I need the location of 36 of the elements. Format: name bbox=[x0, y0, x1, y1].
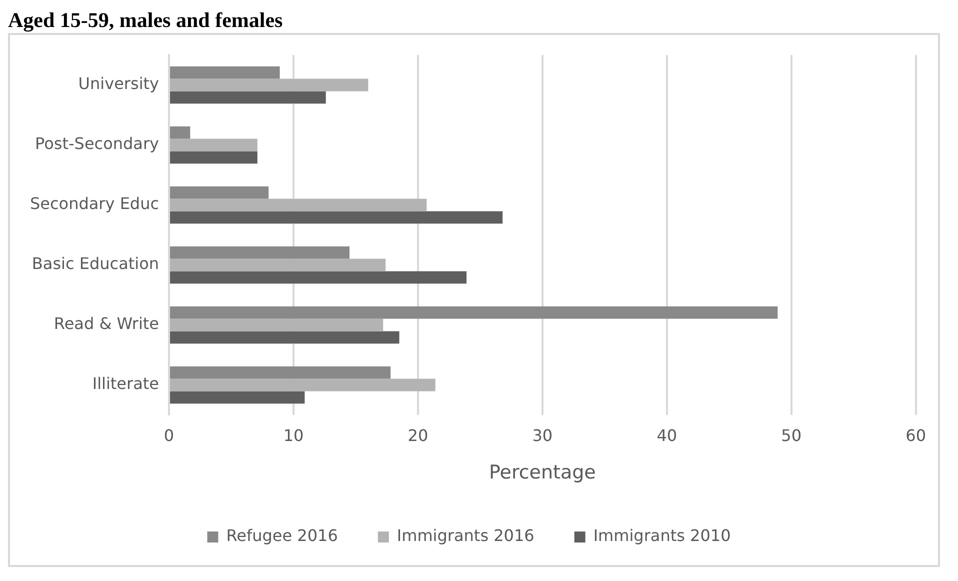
y-tick-label: Illiterate bbox=[92, 374, 160, 394]
bar bbox=[170, 271, 466, 284]
bar bbox=[170, 366, 391, 379]
x-tick-label: 10 bbox=[283, 426, 304, 445]
x-tick-label: 0 bbox=[164, 426, 174, 445]
bar bbox=[170, 306, 778, 319]
y-tick-label: Basic Education bbox=[32, 254, 160, 274]
y-tick-label: Secondary Educ bbox=[30, 194, 160, 214]
bar bbox=[170, 318, 384, 332]
bar bbox=[170, 331, 400, 344]
x-tick-label: 40 bbox=[656, 426, 678, 445]
bar bbox=[170, 138, 258, 152]
y-tick-label: Read & Write bbox=[54, 314, 160, 334]
x-tick-label: 50 bbox=[781, 426, 802, 445]
legend-label: Immigrants 2016 bbox=[396, 526, 534, 546]
legend-label: Immigrants 2010 bbox=[593, 526, 731, 546]
x-axis-title: Percentage bbox=[488, 462, 596, 484]
legend-label: Refugee 2016 bbox=[226, 526, 338, 546]
bar bbox=[170, 258, 386, 272]
bar bbox=[170, 378, 436, 392]
bar bbox=[170, 151, 258, 164]
x-tick-label: 60 bbox=[906, 426, 926, 445]
bar bbox=[170, 391, 305, 404]
bar bbox=[170, 186, 269, 199]
bar bbox=[170, 91, 326, 104]
y-tick-label: University bbox=[78, 74, 160, 94]
bar bbox=[170, 211, 503, 224]
y-tick-label: Post-Secondary bbox=[35, 134, 160, 154]
x-tick-label: 20 bbox=[408, 426, 428, 445]
x-tick-label: 30 bbox=[532, 426, 553, 445]
chart-title: Aged 15-59, males and females bbox=[8, 8, 284, 33]
bar bbox=[170, 246, 350, 259]
bar bbox=[170, 66, 280, 79]
bar bbox=[170, 126, 190, 139]
bar bbox=[170, 78, 368, 92]
bar bbox=[170, 198, 427, 212]
